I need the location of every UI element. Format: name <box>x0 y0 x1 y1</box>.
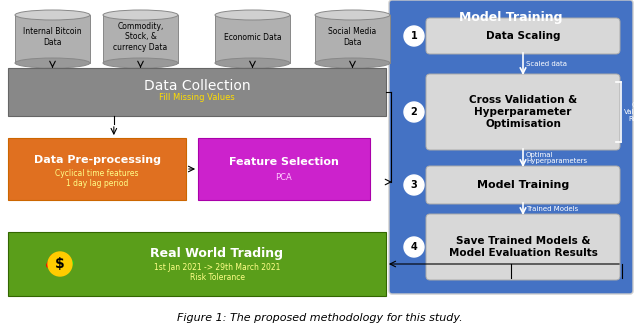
Bar <box>8 68 386 116</box>
Text: Data Scaling: Data Scaling <box>486 31 560 41</box>
Circle shape <box>404 175 424 195</box>
Text: Commodity,
Stock, &
currency Data: Commodity, Stock, & currency Data <box>113 22 168 52</box>
Text: 1: 1 <box>411 31 417 41</box>
Text: Fill Missing Values: Fill Missing Values <box>159 94 235 103</box>
Text: $: $ <box>55 257 65 271</box>
Bar <box>8 232 386 296</box>
Text: Cross
Validation
Results: Cross Validation Results <box>624 102 640 122</box>
Text: 4: 4 <box>411 242 417 252</box>
Bar <box>8 138 186 200</box>
Text: Risk Tolerance: Risk Tolerance <box>189 273 244 282</box>
Text: Cross Validation &
Hyperparameter
Optimisation: Cross Validation & Hyperparameter Optimi… <box>469 95 577 128</box>
Circle shape <box>404 26 424 46</box>
Text: Cyclical time features: Cyclical time features <box>55 170 139 179</box>
Text: Internal Bitcoin
Data: Internal Bitcoin Data <box>23 27 82 47</box>
FancyBboxPatch shape <box>426 214 620 280</box>
Ellipse shape <box>215 58 290 68</box>
Ellipse shape <box>215 10 290 20</box>
Bar <box>215 15 290 63</box>
Text: 1st Jan 2021 -> 29th March 2021: 1st Jan 2021 -> 29th March 2021 <box>154 263 280 272</box>
Ellipse shape <box>15 10 90 20</box>
Ellipse shape <box>103 58 178 68</box>
Bar <box>198 138 370 200</box>
Circle shape <box>404 237 424 257</box>
Text: 2: 2 <box>411 107 417 117</box>
Text: PCA: PCA <box>276 173 292 182</box>
Text: Trained Models: Trained Models <box>526 206 579 212</box>
Text: Figure 1: The proposed methodology for this study.: Figure 1: The proposed methodology for t… <box>177 313 463 323</box>
Bar <box>315 15 390 63</box>
FancyBboxPatch shape <box>426 74 620 150</box>
FancyBboxPatch shape <box>389 0 633 294</box>
Text: Economic Data: Economic Data <box>224 33 282 42</box>
Circle shape <box>404 102 424 122</box>
Text: Feature Selection: Feature Selection <box>229 157 339 167</box>
Ellipse shape <box>15 58 90 68</box>
Bar <box>103 15 178 63</box>
Text: Model Training: Model Training <box>477 180 569 190</box>
Text: 1 day lag period: 1 day lag period <box>66 179 128 188</box>
FancyBboxPatch shape <box>426 18 620 54</box>
Ellipse shape <box>103 10 178 20</box>
Ellipse shape <box>315 58 390 68</box>
Text: Scaled data: Scaled data <box>526 61 567 67</box>
Text: Save Trained Models &
Model Evaluation Results: Save Trained Models & Model Evaluation R… <box>449 236 597 258</box>
Text: Model Training: Model Training <box>460 11 563 24</box>
Text: 3: 3 <box>411 180 417 190</box>
Text: Data Collection: Data Collection <box>144 79 250 93</box>
Text: Data Pre-processing: Data Pre-processing <box>33 155 161 165</box>
FancyBboxPatch shape <box>426 166 620 204</box>
Circle shape <box>48 252 72 276</box>
Text: Optimal
Hyperparameters: Optimal Hyperparameters <box>526 151 587 164</box>
Ellipse shape <box>315 10 390 20</box>
Text: Real World Trading: Real World Trading <box>150 247 284 261</box>
Text: Social Media
Data: Social Media Data <box>328 27 376 47</box>
Bar <box>15 15 90 63</box>
